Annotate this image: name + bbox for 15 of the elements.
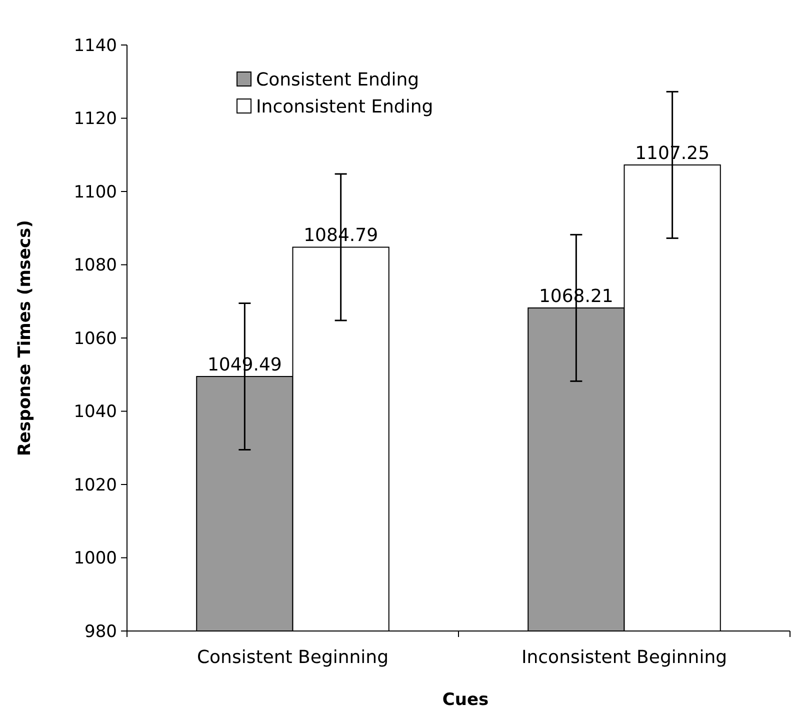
y-tick-label: 1140 [74,36,117,56]
legend-label: Inconsistent Ending [256,96,434,118]
y-axis-title: Response Times (msecs) [15,220,35,456]
x-axis-title: Cues [442,690,489,707]
y-tick-label: 1080 [74,256,117,276]
y-tick-label: 1000 [74,548,117,569]
y-tick-label: 1100 [74,182,117,202]
x-tick-label: Consistent Beginning [196,647,389,668]
x-tick-label: Inconsistent Beginning [521,647,728,668]
y-tick-label: 980 [84,622,117,642]
y-tick-label: 1060 [74,328,117,349]
y-tick-label: 1040 [74,402,117,422]
y-tick-label: 1120 [74,109,117,130]
legend-label: Consistent Ending [256,69,420,90]
y-tick-label: 1020 [74,475,117,496]
